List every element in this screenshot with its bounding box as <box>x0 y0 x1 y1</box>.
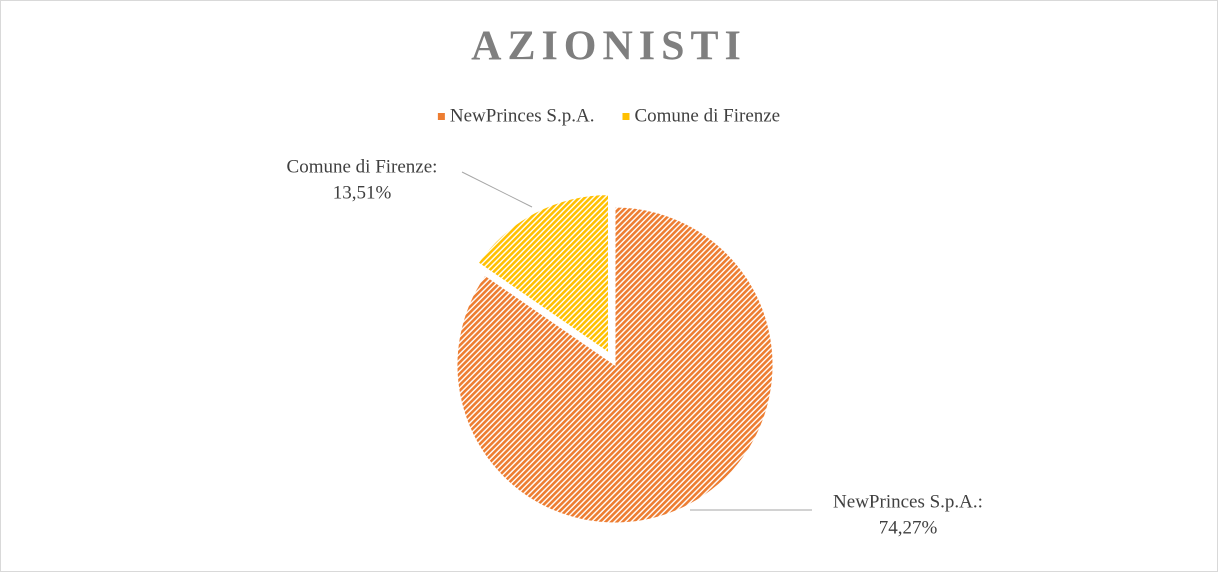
legend-label: Comune di Firenze <box>634 105 780 126</box>
legend-swatch <box>437 113 445 120</box>
data-label-value: 74,27% <box>879 517 938 538</box>
legend: NewPrinces S.p.A. Comune di Firenze <box>437 105 780 126</box>
pie-slice <box>477 194 609 354</box>
legend-swatch <box>622 113 630 120</box>
pie-slice <box>456 206 774 524</box>
data-label-name: Comune di Firenze: <box>287 156 438 177</box>
leader-line <box>461 171 533 208</box>
chart-title: AZIONISTI <box>471 24 747 70</box>
data-label-value: 13,51% <box>333 182 392 203</box>
data-label-name: NewPrinces S.p.A.: <box>833 491 983 512</box>
legend-label: NewPrinces S.p.A. <box>450 105 595 126</box>
